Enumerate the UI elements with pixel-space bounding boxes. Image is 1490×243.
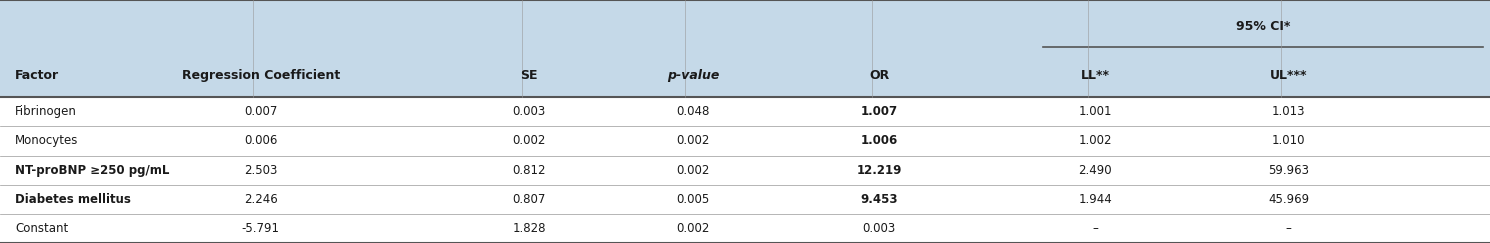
Text: Diabetes mellitus: Diabetes mellitus bbox=[15, 193, 131, 206]
Text: NT-proBNP ≥250 pg/mL: NT-proBNP ≥250 pg/mL bbox=[15, 164, 170, 177]
Text: 1.007: 1.007 bbox=[861, 105, 897, 118]
Text: 0.002: 0.002 bbox=[676, 164, 709, 177]
Text: Regression Coefficient: Regression Coefficient bbox=[182, 69, 340, 82]
Text: –: – bbox=[1286, 222, 1292, 235]
Text: 2.490: 2.490 bbox=[1079, 164, 1112, 177]
Text: 45.969: 45.969 bbox=[1268, 193, 1310, 206]
Text: 0.807: 0.807 bbox=[513, 193, 545, 206]
Text: Factor: Factor bbox=[15, 69, 60, 82]
Text: Constant: Constant bbox=[15, 222, 69, 235]
Text: 9.453: 9.453 bbox=[860, 193, 898, 206]
Bar bbox=[0, 97, 1490, 243]
Text: UL***: UL*** bbox=[1269, 69, 1308, 82]
Text: –: – bbox=[1092, 222, 1098, 235]
Text: 0.048: 0.048 bbox=[676, 105, 709, 118]
Text: 2.503: 2.503 bbox=[244, 164, 277, 177]
Text: 0.812: 0.812 bbox=[513, 164, 545, 177]
Text: 0.006: 0.006 bbox=[244, 134, 277, 148]
Text: 0.002: 0.002 bbox=[513, 134, 545, 148]
Text: SE: SE bbox=[520, 69, 538, 82]
Text: 1.013: 1.013 bbox=[1272, 105, 1305, 118]
Text: 95% CI*: 95% CI* bbox=[1235, 20, 1290, 33]
Text: 1.010: 1.010 bbox=[1272, 134, 1305, 148]
Text: 1.828: 1.828 bbox=[513, 222, 545, 235]
Text: 0.003: 0.003 bbox=[513, 105, 545, 118]
Text: p-value: p-value bbox=[666, 69, 720, 82]
Text: 0.005: 0.005 bbox=[676, 193, 709, 206]
Text: 1.001: 1.001 bbox=[1079, 105, 1112, 118]
Text: Fibrinogen: Fibrinogen bbox=[15, 105, 77, 118]
Text: 2.246: 2.246 bbox=[244, 193, 277, 206]
Text: Monocytes: Monocytes bbox=[15, 134, 79, 148]
Text: 1.006: 1.006 bbox=[860, 134, 897, 148]
Text: OR: OR bbox=[869, 69, 890, 82]
Text: -5.791: -5.791 bbox=[241, 222, 280, 235]
Text: 0.002: 0.002 bbox=[676, 134, 709, 148]
Text: 59.963: 59.963 bbox=[1268, 164, 1310, 177]
Text: LL**: LL** bbox=[1080, 69, 1110, 82]
Text: 0.003: 0.003 bbox=[863, 222, 895, 235]
Text: 1.944: 1.944 bbox=[1079, 193, 1112, 206]
Bar bbox=[0, 0, 1490, 97]
Text: 0.007: 0.007 bbox=[244, 105, 277, 118]
Text: 1.002: 1.002 bbox=[1079, 134, 1112, 148]
Text: 0.002: 0.002 bbox=[676, 222, 709, 235]
Text: 12.219: 12.219 bbox=[857, 164, 901, 177]
